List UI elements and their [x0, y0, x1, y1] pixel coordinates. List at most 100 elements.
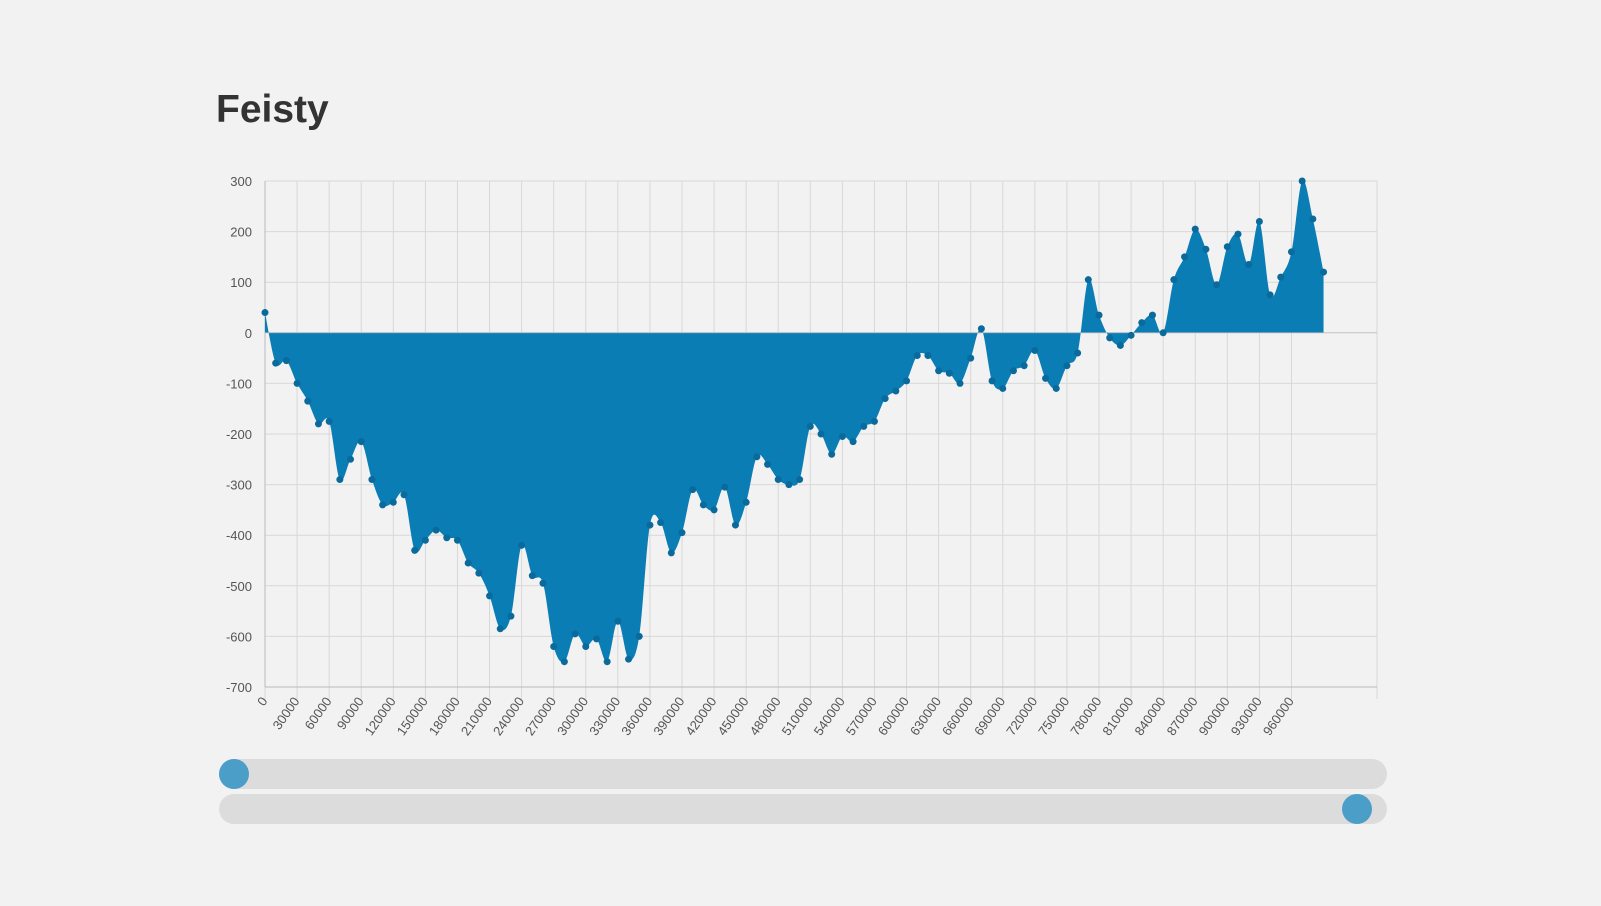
data-point: [967, 354, 975, 362]
data-point: [1084, 276, 1092, 284]
data-point: [742, 498, 750, 506]
x-tick-label: 120000: [362, 694, 399, 738]
y-tick-label: 100: [230, 275, 252, 290]
y-tick-label: -200: [226, 427, 252, 442]
y-tick-label: -100: [226, 376, 252, 391]
data-point: [507, 612, 515, 620]
data-point: [913, 352, 921, 360]
data-point: [379, 501, 387, 509]
data-point: [1138, 319, 1146, 327]
range-end-handle[interactable]: [1342, 794, 1372, 824]
x-tick-label: 930000: [1228, 694, 1265, 738]
data-point: [282, 357, 290, 365]
data-point: [625, 655, 633, 663]
x-tick-label: 210000: [458, 694, 495, 738]
data-point: [646, 521, 654, 529]
area-series: [265, 180, 1324, 663]
data-point: [796, 476, 804, 484]
data-point: [325, 417, 333, 425]
data-point: [1159, 329, 1167, 337]
chart-title: Feisty: [216, 88, 329, 131]
data-point: [1298, 177, 1306, 185]
data-point: [774, 476, 782, 484]
x-tick-label: 600000: [875, 694, 912, 738]
data-point: [699, 501, 707, 509]
data-point: [678, 529, 686, 537]
data-point: [314, 420, 322, 428]
data-point: [347, 455, 355, 463]
data-point: [924, 352, 932, 360]
data-point: [1320, 268, 1328, 276]
data-point: [806, 422, 814, 430]
data-point: [582, 643, 590, 651]
data-point: [539, 579, 547, 587]
x-tick-label: 90000: [334, 694, 367, 732]
data-point: [368, 476, 376, 484]
x-tick-label: 960000: [1260, 694, 1297, 738]
data-point: [881, 395, 889, 403]
data-point: [764, 460, 772, 468]
data-point: [261, 309, 269, 317]
data-point: [753, 453, 761, 461]
range-start-handle[interactable]: [219, 759, 249, 789]
x-tick-label: 420000: [682, 694, 719, 738]
data-point: [1020, 362, 1028, 370]
x-tick-label: 300000: [554, 694, 591, 738]
data-point: [1095, 311, 1103, 319]
data-point: [1009, 367, 1017, 375]
x-tick-label: 270000: [522, 694, 559, 738]
data-point: [870, 417, 878, 425]
x-tick-label: 540000: [811, 694, 848, 738]
y-tick-label: -400: [226, 528, 252, 543]
data-point: [614, 617, 622, 625]
data-point: [550, 643, 558, 651]
data-point: [293, 379, 301, 387]
x-tick-label: 780000: [1067, 694, 1104, 738]
data-point: [1309, 215, 1317, 223]
range-slider-start-track[interactable]: [219, 759, 1387, 789]
data-point: [849, 438, 857, 446]
data-point: [1052, 384, 1060, 392]
data-point: [1223, 243, 1231, 251]
x-tick-label: 240000: [490, 694, 527, 738]
data-point: [304, 397, 312, 405]
x-tick-label: 180000: [426, 694, 463, 738]
data-point: [389, 498, 397, 506]
data-point: [828, 450, 836, 458]
data-point: [528, 572, 536, 580]
data-point: [935, 367, 943, 375]
x-tick-label: 810000: [1099, 694, 1136, 738]
data-point: [1255, 217, 1263, 225]
data-point: [357, 438, 365, 446]
data-point: [945, 369, 953, 377]
y-tick-label: -500: [226, 579, 252, 594]
data-point: [1031, 347, 1039, 355]
y-tick-label: 200: [230, 225, 252, 240]
range-slider-end-track[interactable]: [219, 794, 1387, 824]
data-point: [1181, 253, 1189, 261]
data-point: [518, 541, 526, 549]
x-tick-label: 870000: [1164, 694, 1201, 738]
x-tick-label: 690000: [971, 694, 1008, 738]
data-point: [1074, 349, 1082, 357]
data-point: [892, 387, 900, 395]
data-point: [721, 483, 729, 491]
x-tick-label: 330000: [586, 694, 623, 738]
x-tick-label: 450000: [714, 694, 751, 738]
y-tick-label: 300: [230, 174, 252, 189]
data-point: [1245, 260, 1253, 268]
x-tick-label: 570000: [843, 694, 880, 738]
data-point: [1063, 362, 1071, 370]
data-point: [1234, 230, 1242, 238]
data-point: [1042, 374, 1050, 382]
y-tick-label: 0: [245, 326, 252, 341]
x-tick-label: 720000: [1003, 694, 1040, 738]
data-point: [1191, 225, 1199, 233]
data-point: [592, 635, 600, 643]
x-tick-label: 900000: [1196, 694, 1233, 738]
data-point: [1106, 334, 1114, 342]
data-point: [710, 506, 718, 514]
x-tick-label: 360000: [618, 694, 655, 738]
data-point: [999, 384, 1007, 392]
